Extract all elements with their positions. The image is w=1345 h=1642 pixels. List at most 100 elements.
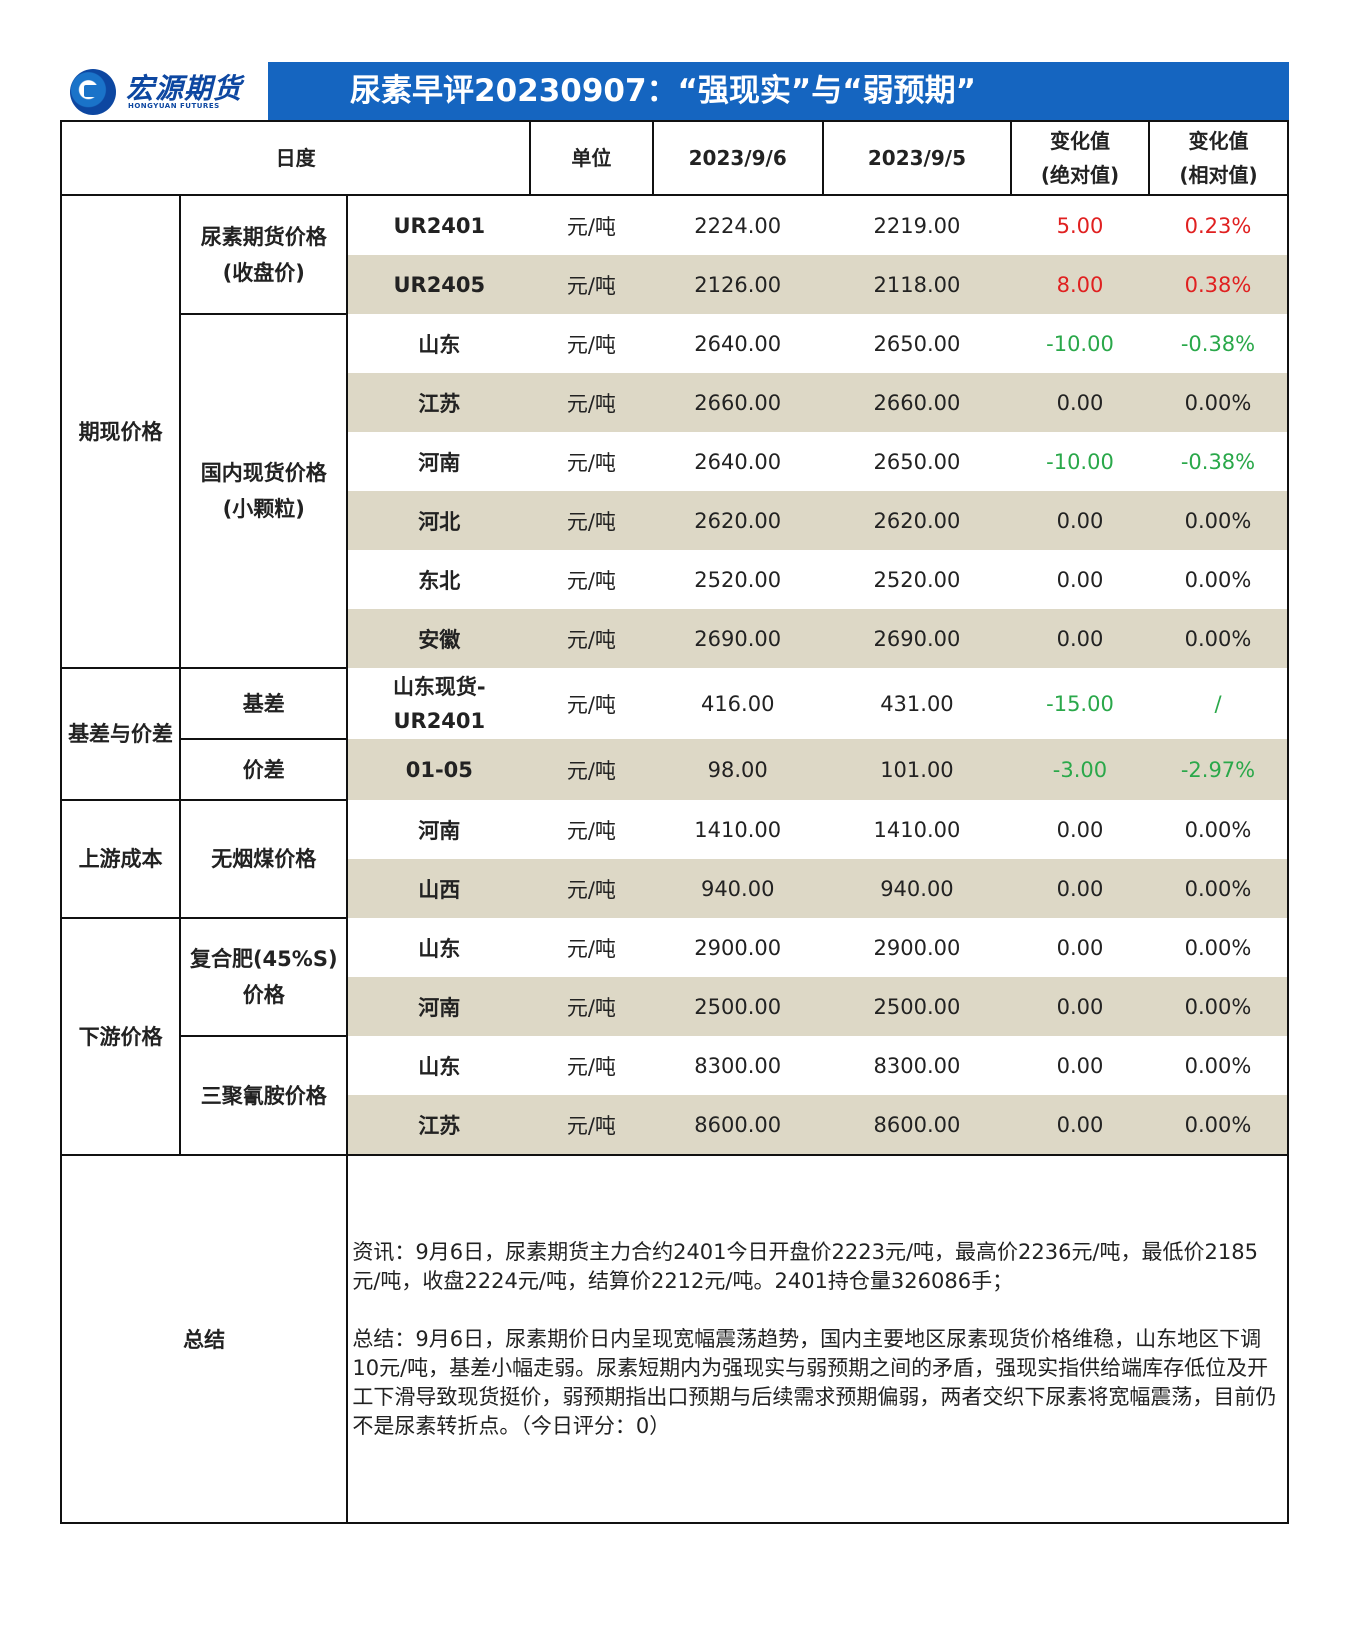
group-label-upstream: 上游成本: [59, 799, 182, 919]
row-abs-change: 0.00: [1011, 918, 1149, 977]
col-header-date1: 2023/9/6: [651, 120, 824, 196]
row-name: 东北: [347, 550, 531, 609]
summary-text: 资讯：9月6日，尿素期货主力合约2401今日开盘价2223元/吨，最高价2236…: [346, 1154, 1289, 1524]
company-logo: 宏源期货 HONGYUAN FUTURES: [60, 62, 270, 120]
row-unit: 元/吨: [530, 739, 653, 800]
sub-label-spot: 国内现货价格 (小颗粒): [179, 313, 349, 669]
row-unit: 元/吨: [530, 373, 653, 432]
row-value-date1: 2900.00: [652, 918, 823, 977]
row-abs-change: 8.00: [1011, 255, 1149, 314]
table-row: 安徽 元/吨 2690.00 2690.00 0.00 0.00%: [61, 609, 1290, 668]
row-value-date2: 2118.00: [822, 255, 1011, 314]
row-value-date1: 2660.00: [652, 373, 823, 432]
row-name: 江苏: [347, 373, 531, 432]
rel-change-line1: 变化值: [1188, 129, 1249, 153]
row-rel-change: 0.00%: [1148, 977, 1290, 1036]
row-value-date1: 940.00: [652, 859, 823, 918]
group-label-downstream: 下游价格: [59, 917, 182, 1156]
table-row: 上游成本 无烟煤价格 河南 元/吨 1410.00 1410.00 0.00 0.00%: [59, 799, 1290, 919]
row-name: 山东: [347, 918, 531, 977]
row-value-date1: 2500.00: [652, 977, 823, 1036]
row-value-date1: 2126.00: [652, 255, 823, 314]
sub-label-futures: 尿素期货价格 (收盘价): [179, 194, 349, 315]
abs-change-line2: (绝对值): [1040, 163, 1120, 187]
row-name: 01-05: [347, 739, 531, 800]
row-rel-change: 0.00%: [1148, 1095, 1290, 1155]
row-unit: 元/吨: [530, 1036, 653, 1095]
row-rel-change: 0.00%: [1148, 609, 1290, 668]
sub-label-futures-line2: (收盘价): [222, 260, 305, 285]
row-value-date2: 8300.00: [822, 1036, 1011, 1095]
row-name: 山东: [347, 1036, 531, 1095]
row-rel-change: 0.23%: [1148, 195, 1290, 255]
col-header-period: 日度: [59, 120, 532, 196]
row-unit: 元/吨: [530, 977, 653, 1036]
table-row: 河南 元/吨 2640.00 2650.00 -10.00 -0.38%: [61, 432, 1290, 491]
row-abs-change: -10.00: [1011, 432, 1149, 491]
row-abs-change: 0.00: [1011, 859, 1149, 918]
sub-label-spread: 价差: [179, 738, 349, 801]
row-value-date1: 2520.00: [652, 550, 823, 609]
row-name: 河南: [347, 800, 531, 859]
row-value-date1: 1410.00: [652, 800, 823, 859]
report-header: 宏源期货 HONGYUAN FUTURES 尿素早评20230907：“强现实”…: [60, 62, 1289, 120]
row-abs-change: 0.00: [1011, 800, 1149, 859]
row-name: UR2401: [347, 195, 531, 255]
table-row: 河北 元/吨 2620.00 2620.00 0.00 0.00%: [61, 491, 1290, 550]
summary-conclusion: 总结：9月6日，尿素期价日内呈现宽幅震荡趋势，国内主要地区尿素现货价格维稳，山东…: [352, 1326, 1277, 1438]
row-value-date1: 2640.00: [652, 432, 823, 491]
sub-label-spot-line2: (小颗粒): [222, 497, 305, 521]
row-abs-change: 0.00: [1011, 491, 1149, 550]
table-row: 江苏 元/吨 8600.00 8600.00 0.00 0.00%: [61, 1095, 1290, 1155]
row-name-line2: UR2401: [393, 708, 486, 733]
logo-text-en: HONGYUAN FUTURES: [128, 102, 220, 110]
sub-label-compound-line1: 复合肥(45%S): [189, 947, 338, 971]
row-name: 河北: [347, 491, 531, 550]
row-rel-change: -0.38%: [1148, 314, 1290, 373]
group-label-qixian: 期现价格: [59, 194, 182, 669]
row-rel-change: -0.38%: [1148, 432, 1290, 491]
row-unit: 元/吨: [530, 859, 653, 918]
report-title: 尿素早评20230907：“强现实”与“弱预期”: [350, 73, 977, 109]
row-unit: 元/吨: [530, 609, 653, 668]
row-name: 河南: [347, 432, 531, 491]
row-rel-change: 0.00%: [1148, 859, 1290, 918]
price-table: 日度 单位 2023/9/6 2023/9/5 变化值 (绝对值) 变化值 (相…: [59, 120, 1290, 1524]
row-value-date1: 2690.00: [652, 609, 823, 668]
row-value-date1: 8600.00: [652, 1095, 823, 1155]
table-row: 下游价格 复合肥(45%S) 价格 山东 元/吨 2900.00 2900.00 0.00 0.…: [59, 917, 1290, 1156]
row-rel-change: 0.00%: [1148, 491, 1290, 550]
table-row: UR2405 元/吨 2126.00 2118.00 8.00 0.38%: [61, 255, 1290, 314]
row-rel-change: 0.00%: [1148, 1036, 1290, 1095]
col-header-rel-change: 变化值 (相对值): [1147, 120, 1290, 196]
table-header-row: 日度 单位 2023/9/6 2023/9/5 变化值 (绝对值) 变化值 (相…: [59, 120, 1290, 196]
table-row: 三聚氰胺价格 山东 元/吨 8300.00 8300.00 0.00 0.00%: [61, 1035, 1290, 1156]
summary-news: 资讯：9月6日，尿素期货主力合约2401今日开盘价2223元/吨，最高价2236…: [352, 1239, 1259, 1293]
logo-text-cn: 宏源期货: [126, 72, 243, 105]
table-row: 东北 元/吨 2520.00 2520.00 0.00 0.00%: [61, 550, 1290, 609]
col-header-date2: 2023/9/5: [821, 120, 1013, 196]
rel-change-line2: (相对值): [1179, 163, 1258, 187]
row-unit: 元/吨: [530, 800, 653, 859]
row-name: 山东现货- UR2401: [347, 668, 531, 739]
report-sheet: 宏源期货 HONGYUAN FUTURES 尿素早评20230907：“强现实”…: [59, 62, 1290, 1524]
row-value-date1: 2640.00: [652, 314, 823, 373]
row-abs-change: 0.00: [1011, 550, 1149, 609]
row-name: UR2405: [347, 255, 531, 314]
row-value-date1: 8300.00: [652, 1036, 823, 1095]
row-abs-change: 0.00: [1011, 977, 1149, 1036]
row-abs-change: -15.00: [1011, 668, 1149, 739]
row-unit: 元/吨: [530, 195, 653, 255]
row-value-date2: 8600.00: [822, 1095, 1011, 1155]
table-row: 国内现货价格 (小颗粒) 山东 元/吨 2640.00 2650.00 -10.00 -0.3…: [61, 313, 1290, 669]
summary-row: 总结 资讯：9月6日，尿素期货主力合约2401今日开盘价2223元/吨，最高价22…: [59, 1154, 1289, 1524]
row-unit: 元/吨: [530, 1095, 653, 1155]
sub-label-futures-line1: 尿素期货价格: [200, 224, 327, 249]
row-name: 山西: [347, 859, 531, 918]
row-unit: 元/吨: [530, 491, 653, 550]
table-row: 基差与价差 基差 山东现货- UR2401 元/吨 416.00 431.00 -15.00/: [59, 667, 1290, 801]
row-value-date2: 2650.00: [822, 314, 1011, 373]
row-abs-change: -3.00: [1011, 739, 1149, 800]
row-abs-change: 0.00: [1011, 373, 1149, 432]
sub-label-compound-line2: 价格: [242, 983, 285, 1007]
